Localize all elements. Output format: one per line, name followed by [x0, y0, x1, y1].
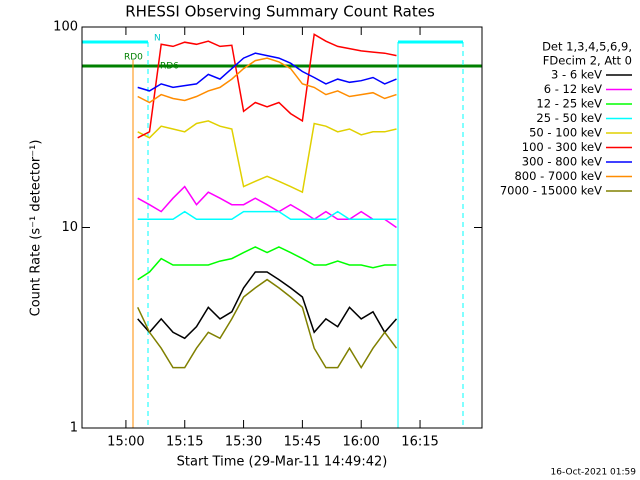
series-line: [137, 52, 397, 92]
legend-label: 3 - 6 keV: [551, 68, 602, 82]
annotation: N: [154, 34, 161, 44]
series-line: [137, 120, 397, 194]
legend-header: Det 1,3,4,5,6,9,: [542, 40, 632, 54]
y-tick-label: 100: [53, 20, 78, 35]
legend-label: 6 - 12 keV: [544, 82, 602, 96]
legend-label: 25 - 50 keV: [536, 111, 602, 125]
footer: 16-Oct-2021 01:59: [551, 468, 637, 478]
chart-title: RHESSI Observing Summary Count Rates: [125, 3, 435, 21]
y-tick-label: 1: [70, 421, 78, 436]
legend-label: 12 - 25 keV: [536, 97, 602, 111]
x-tick-label: 16:15: [401, 435, 438, 450]
legend-label: 800 - 7000 keV: [514, 169, 602, 183]
x-tick-label: 15:30: [225, 435, 262, 450]
series-line: [137, 185, 397, 229]
x-tick-label: 16:00: [342, 435, 379, 450]
legend-label: 50 - 100 keV: [529, 126, 602, 140]
series-line: [137, 210, 397, 220]
x-tick-label: 15:45: [284, 435, 321, 450]
annotation: RD0: [124, 53, 143, 63]
legend-label: 100 - 300 keV: [522, 140, 602, 154]
x-tick-label: 15:15: [166, 435, 203, 450]
legend-label: 7000 - 15000 keV: [500, 184, 602, 198]
y-axis-label: Count Rate (s⁻¹ detector⁻¹): [29, 140, 44, 317]
series-line: [137, 278, 398, 370]
y-tick-label: 10: [61, 220, 78, 235]
series-line: [137, 57, 397, 104]
legend-header: FDecim 2, Att 0: [543, 54, 632, 68]
x-axis-label: Start Time (29-Mar-11 14:49:42): [177, 455, 388, 470]
x-tick-label: 15:00: [107, 435, 144, 450]
series-line: [137, 246, 397, 281]
series-line: [137, 271, 398, 340]
annotation: RD6: [160, 62, 179, 72]
series-line: [137, 33, 397, 139]
legend-label: 300 - 800 keV: [522, 155, 602, 169]
